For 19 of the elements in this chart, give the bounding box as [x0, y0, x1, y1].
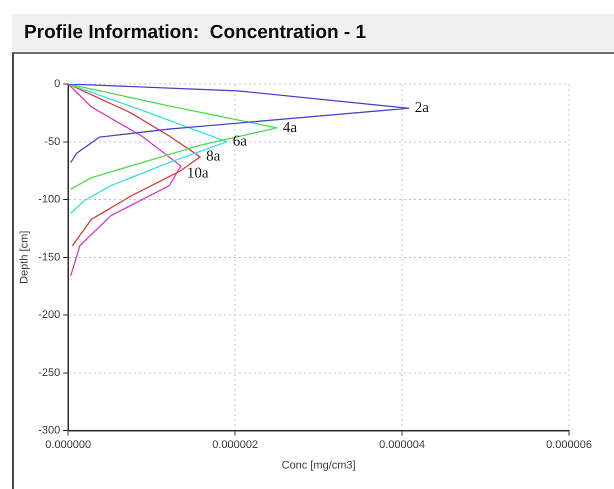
- series-label: 2a: [414, 100, 430, 116]
- chart-title: Profile Information: Concentration - 1: [24, 22, 366, 44]
- y-tick-label: -300: [38, 424, 60, 437]
- x-tick-label: 0.000004: [379, 439, 426, 452]
- y-tick-label: -250: [38, 366, 60, 379]
- x-tick-label: 0.000006: [546, 439, 592, 452]
- series-label: 6a: [232, 134, 248, 150]
- y-axis-title: Depth [cm]: [18, 230, 31, 284]
- y-tick-label: 0: [54, 78, 60, 90]
- y-tick-label: -150: [38, 251, 60, 264]
- series-label: 10a: [186, 166, 209, 182]
- series-label: 4a: [282, 120, 298, 136]
- x-axis-title: Conc [mg/cm3]: [282, 459, 356, 472]
- series-label: 8a: [206, 148, 221, 165]
- y-tick-label: -50: [44, 136, 60, 148]
- y-tick-label: -100: [38, 194, 60, 206]
- y-tick-label: -200: [38, 309, 60, 322]
- x-tick-label: 0.000000: [45, 439, 92, 452]
- x-tick-label: 0.000002: [212, 439, 258, 452]
